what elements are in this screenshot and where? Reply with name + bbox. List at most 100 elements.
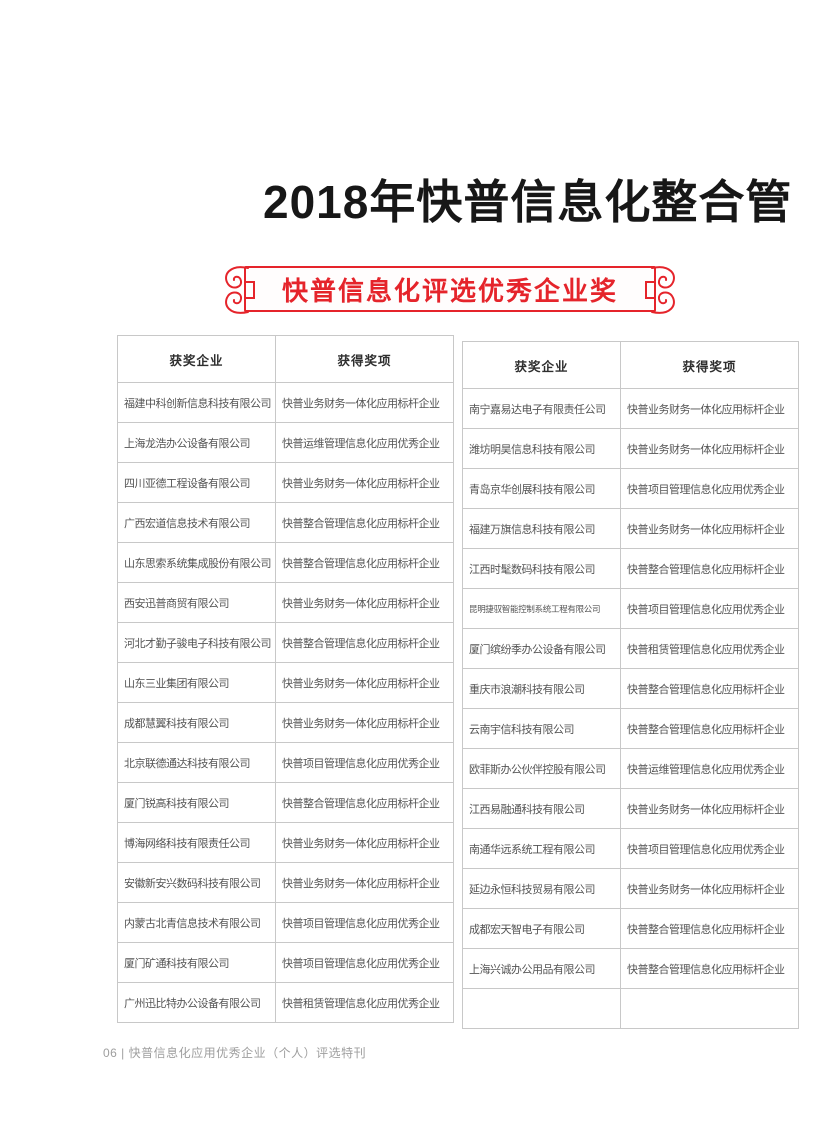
table-row: 上海兴诚办公用品有限公司 快普整合管理信息化应用标杆企业 — [462, 948, 799, 989]
award-table-right: 获奖企业 获得奖项 南宁嘉易达电子有限责任公司 快普业务财务一体化应用标杆企业 潍坊明昊… — [462, 341, 799, 1029]
company-cell: 山东三业集团有限公司 — [117, 662, 276, 703]
award-cell: 快普业务财务一体化应用标杆企业 — [275, 382, 454, 423]
table-row — [462, 988, 799, 1029]
table-row: 成都宏天智电子有限公司 快普整合管理信息化应用标杆企业 — [462, 908, 799, 949]
company-cell: 南宁嘉易达电子有限责任公司 — [462, 388, 621, 429]
company-cell — [462, 988, 621, 1029]
header-row: 获奖企业 获得奖项 — [117, 335, 454, 383]
table-row: 成都慧翼科技有限公司 快普业务财务一体化应用标杆企业 — [117, 702, 454, 743]
award-cell: 快普整合管理信息化应用标杆企业 — [275, 782, 454, 823]
page-title: 2018年快普信息化整合管 — [263, 176, 793, 228]
table-row: 广州迅比特办公设备有限公司 快普租赁管理信息化应用优秀企业 — [117, 982, 454, 1023]
table-row: 欧菲斯办公伙伴控股有限公司 快普运维管理信息化应用优秀企业 — [462, 748, 799, 789]
company-cell: 内蒙古北青信息技术有限公司 — [117, 902, 276, 943]
company-cell: 江西时髦数码科技有限公司 — [462, 548, 621, 589]
award-cell: 快普业务财务一体化应用标杆企业 — [620, 388, 799, 429]
table-row: 广西宏道信息技术有限公司 快普整合管理信息化应用标杆企业 — [117, 502, 454, 543]
award-cell: 快普运维管理信息化应用优秀企业 — [275, 422, 454, 463]
table-row: 云南宇信科技有限公司 快普整合管理信息化应用标杆企业 — [462, 708, 799, 749]
company-cell: 欧菲斯办公伙伴控股有限公司 — [462, 748, 621, 789]
table-row: 西安迅普商贸有限公司 快普业务财务一体化应用标杆企业 — [117, 582, 454, 623]
table-row: 延边永恒科技贸易有限公司 快普业务财务一体化应用标杆企业 — [462, 868, 799, 909]
company-cell: 广州迅比特办公设备有限公司 — [117, 982, 276, 1023]
award-cell: 快普整合管理信息化应用标杆企业 — [275, 502, 454, 543]
award-cell — [620, 988, 799, 1029]
table-row: 南宁嘉易达电子有限责任公司 快普业务财务一体化应用标杆企业 — [462, 388, 799, 429]
award-cell: 快普整合管理信息化应用标杆企业 — [620, 948, 799, 989]
award-cell: 快普业务财务一体化应用标杆企业 — [620, 428, 799, 469]
company-cell: 重庆市浪潮科技有限公司 — [462, 668, 621, 709]
company-cell: 南通华远系统工程有限公司 — [462, 828, 621, 869]
header-row: 获奖企业 获得奖项 — [462, 341, 799, 389]
table-row: 江西时髦数码科技有限公司 快普整合管理信息化应用标杆企业 — [462, 548, 799, 589]
award-cell: 快普业务财务一体化应用标杆企业 — [275, 862, 454, 903]
company-cell: 上海龙浩办公设备有限公司 — [117, 422, 276, 463]
award-cell: 快普整合管理信息化应用标杆企业 — [275, 542, 454, 583]
company-cell: 青岛京华创展科技有限公司 — [462, 468, 621, 509]
column-header: 获得奖项 — [275, 335, 454, 383]
page-footer: 06 | 快普信息化应用优秀企业（个人）评选特刊 — [103, 1046, 367, 1060]
table-row: 安徽新安兴数码科技有限公司 快普业务财务一体化应用标杆企业 — [117, 862, 454, 903]
table-row: 四川亚德工程设备有限公司 快普业务财务一体化应用标杆企业 — [117, 462, 454, 503]
table-row: 青岛京华创展科技有限公司 快普项目管理信息化应用优秀企业 — [462, 468, 799, 509]
company-cell: 成都宏天智电子有限公司 — [462, 908, 621, 949]
table-row: 山东思索系统集成股份有限公司 快普整合管理信息化应用标杆企业 — [117, 542, 454, 583]
table-row: 南通华远系统工程有限公司 快普项目管理信息化应用优秀企业 — [462, 828, 799, 869]
award-banner: 快普信息化评选优秀企业奖 — [225, 266, 675, 314]
table-row: 厦门锐高科技有限公司 快普整合管理信息化应用标杆企业 — [117, 782, 454, 823]
award-cell: 快普业务财务一体化应用标杆企业 — [620, 868, 799, 909]
company-cell: 延边永恒科技贸易有限公司 — [462, 868, 621, 909]
company-cell: 云南宇信科技有限公司 — [462, 708, 621, 749]
company-cell: 山东思索系统集成股份有限公司 — [117, 542, 276, 583]
award-cell: 快普整合管理信息化应用标杆企业 — [275, 622, 454, 663]
award-banner-title: 快普信息化评选优秀企业奖 — [281, 275, 618, 306]
table-row: 福建万旗信息科技有限公司 快普业务财务一体化应用标杆企业 — [462, 508, 799, 549]
award-cell: 快普项目管理信息化应用优秀企业 — [620, 828, 799, 869]
table-row: 福建中科创新信息科技有限公司 快普业务财务一体化应用标杆企业 — [117, 382, 454, 423]
award-cell: 快普业务财务一体化应用标杆企业 — [620, 788, 799, 829]
table-row: 昆明捷驭智能控制系统工程有限公司 快普项目管理信息化应用优秀企业 — [462, 588, 799, 629]
column-header: 获奖企业 — [462, 341, 621, 389]
award-cell: 快普业务财务一体化应用标杆企业 — [275, 462, 454, 503]
company-cell: 成都慧翼科技有限公司 — [117, 702, 276, 743]
company-cell: 广西宏道信息技术有限公司 — [117, 502, 276, 543]
award-cell: 快普项目管理信息化应用优秀企业 — [275, 942, 454, 983]
company-cell: 上海兴诚办公用品有限公司 — [462, 948, 621, 989]
award-cell: 快普整合管理信息化应用标杆企业 — [620, 708, 799, 749]
award-cell: 快普项目管理信息化应用优秀企业 — [620, 588, 799, 629]
award-table-left: 获奖企业 获得奖项 福建中科创新信息科技有限公司 快普业务财务一体化应用标杆企业 上海龙… — [117, 335, 454, 1023]
company-cell: 厦门缤纷季办公设备有限公司 — [462, 628, 621, 669]
table-row: 河北才勤子骏电子科技有限公司 快普整合管理信息化应用标杆企业 — [117, 622, 454, 663]
award-cell: 快普项目管理信息化应用优秀企业 — [275, 902, 454, 943]
company-cell: 博海网络科技有限责任公司 — [117, 822, 276, 863]
company-cell: 福建万旗信息科技有限公司 — [462, 508, 621, 549]
table-row: 潍坊明昊信息科技有限公司 快普业务财务一体化应用标杆企业 — [462, 428, 799, 469]
award-cell: 快普整合管理信息化应用标杆企业 — [620, 908, 799, 949]
company-cell: 潍坊明昊信息科技有限公司 — [462, 428, 621, 469]
award-cell: 快普业务财务一体化应用标杆企业 — [620, 508, 799, 549]
table-row: 江西易融通科技有限公司 快普业务财务一体化应用标杆企业 — [462, 788, 799, 829]
table-row: 博海网络科技有限责任公司 快普业务财务一体化应用标杆企业 — [117, 822, 454, 863]
award-cell: 快普业务财务一体化应用标杆企业 — [275, 582, 454, 623]
table-row: 厦门矿通科技有限公司 快普项目管理信息化应用优秀企业 — [117, 942, 454, 983]
award-cell: 快普业务财务一体化应用标杆企业 — [275, 662, 454, 703]
table-row: 厦门缤纷季办公设备有限公司 快普租赁管理信息化应用优秀企业 — [462, 628, 799, 669]
award-cell: 快普项目管理信息化应用优秀企业 — [275, 742, 454, 783]
chinese-knot-flourish-icon — [642, 259, 684, 321]
company-cell: 福建中科创新信息科技有限公司 — [117, 382, 276, 423]
company-cell: 西安迅普商贸有限公司 — [117, 582, 276, 623]
company-cell: 四川亚德工程设备有限公司 — [117, 462, 276, 503]
award-cell: 快普业务财务一体化应用标杆企业 — [275, 822, 454, 863]
award-cell: 快普业务财务一体化应用标杆企业 — [275, 702, 454, 743]
table-row: 上海龙浩办公设备有限公司 快普运维管理信息化应用优秀企业 — [117, 422, 454, 463]
chinese-knot-flourish-icon — [216, 259, 258, 321]
table-row: 北京联德通达科技有限公司 快普项目管理信息化应用优秀企业 — [117, 742, 454, 783]
company-cell: 江西易融通科技有限公司 — [462, 788, 621, 829]
company-cell: 北京联德通达科技有限公司 — [117, 742, 276, 783]
company-cell: 厦门矿通科技有限公司 — [117, 942, 276, 983]
company-cell: 昆明捷驭智能控制系统工程有限公司 — [462, 588, 621, 629]
award-cell: 快普运维管理信息化应用优秀企业 — [620, 748, 799, 789]
award-cell: 快普租赁管理信息化应用优秀企业 — [275, 982, 454, 1023]
table-row: 重庆市浪潮科技有限公司 快普整合管理信息化应用标杆企业 — [462, 668, 799, 709]
